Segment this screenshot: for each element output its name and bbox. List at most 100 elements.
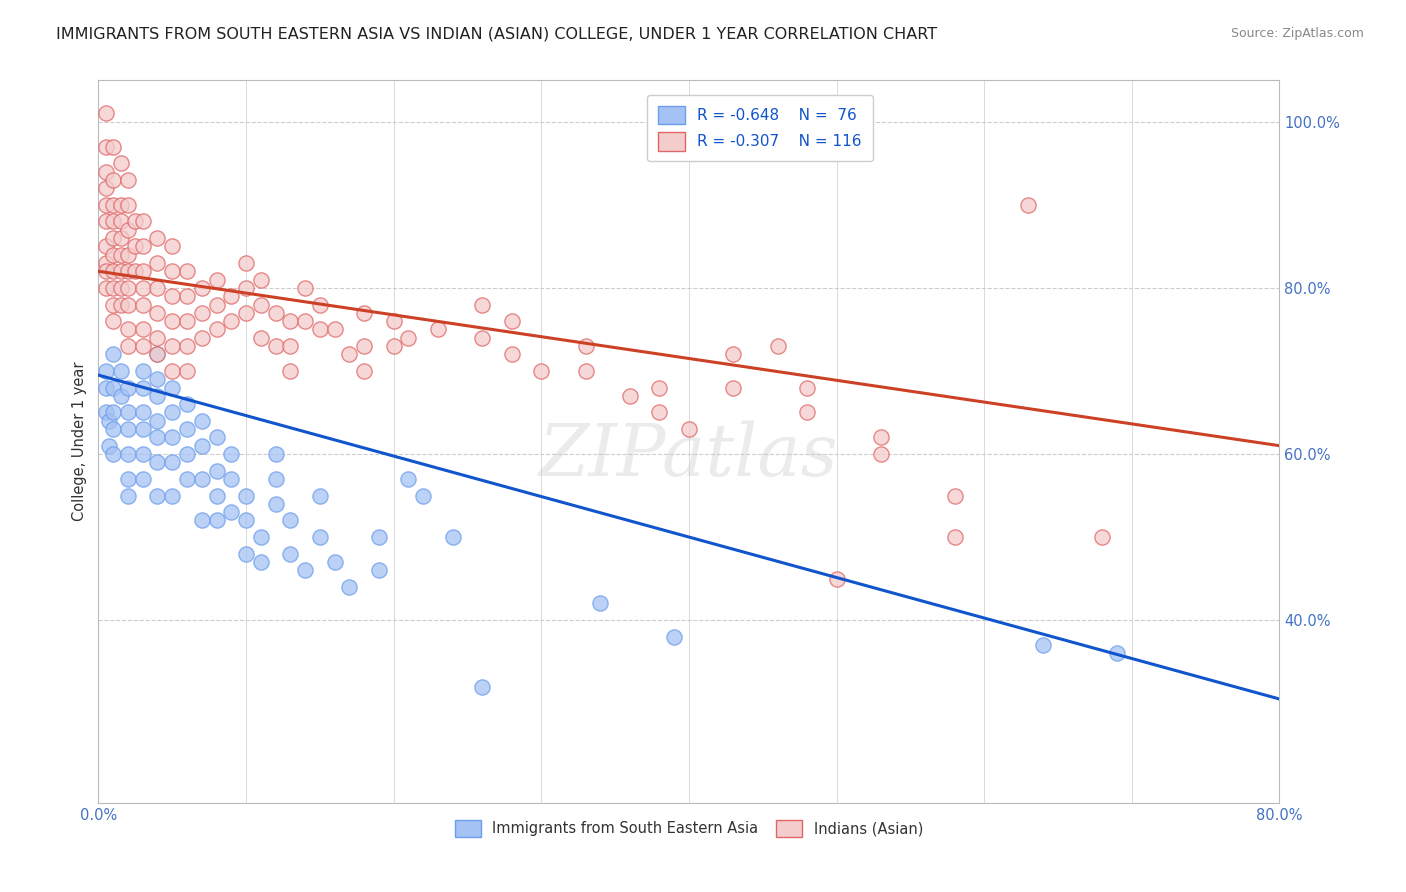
Point <box>589 597 612 611</box>
Point <box>124 214 146 228</box>
Point <box>176 397 198 411</box>
Point <box>723 380 745 394</box>
Point <box>575 339 598 353</box>
Point <box>124 264 146 278</box>
Point <box>110 214 132 228</box>
Point <box>162 455 183 469</box>
Point <box>471 297 494 311</box>
Point <box>103 139 125 153</box>
Point <box>103 231 125 245</box>
Point <box>97 414 120 428</box>
Point <box>94 214 117 228</box>
Point <box>575 364 598 378</box>
Point <box>441 530 464 544</box>
Point <box>191 513 214 527</box>
Point <box>176 447 198 461</box>
Point <box>368 530 391 544</box>
Point <box>191 414 214 428</box>
Point <box>117 223 139 237</box>
Point <box>110 297 132 311</box>
Point <box>103 447 125 461</box>
Point <box>176 472 198 486</box>
Point <box>132 380 155 394</box>
Point <box>1018 198 1040 212</box>
Point <box>339 347 361 361</box>
Point <box>103 214 125 228</box>
Point <box>648 380 671 394</box>
Point <box>323 555 346 569</box>
Point <box>398 331 420 345</box>
Point <box>162 489 183 503</box>
Point <box>103 405 125 419</box>
Point <box>648 405 671 419</box>
Point <box>412 489 434 503</box>
Point <box>162 380 183 394</box>
Point <box>146 389 169 403</box>
Point <box>664 630 686 644</box>
Point <box>264 472 287 486</box>
Point <box>162 289 183 303</box>
Point <box>162 239 183 253</box>
Point <box>235 489 257 503</box>
Point <box>280 547 302 561</box>
Point <box>264 497 287 511</box>
Point <box>94 198 117 212</box>
Point <box>94 380 117 394</box>
Point <box>280 513 302 527</box>
Point <box>117 322 139 336</box>
Point <box>205 322 228 336</box>
Point <box>250 331 273 345</box>
Point <box>339 580 361 594</box>
Y-axis label: College, Under 1 year: College, Under 1 year <box>72 362 87 521</box>
Point <box>176 264 198 278</box>
Point <box>471 680 494 694</box>
Point <box>132 405 155 419</box>
Point <box>678 422 700 436</box>
Point <box>94 139 117 153</box>
Point <box>103 281 125 295</box>
Point <box>146 306 169 320</box>
Point <box>264 447 287 461</box>
Point <box>132 264 155 278</box>
Point <box>110 231 132 245</box>
Point <box>117 422 139 436</box>
Point <box>117 405 139 419</box>
Point <box>191 472 214 486</box>
Point <box>94 181 117 195</box>
Point <box>94 239 117 253</box>
Point <box>124 239 146 253</box>
Point <box>103 422 125 436</box>
Point <box>146 430 169 444</box>
Point <box>205 297 228 311</box>
Point <box>427 322 450 336</box>
Point <box>162 339 183 353</box>
Point <box>221 505 243 519</box>
Point <box>146 372 169 386</box>
Point <box>176 289 198 303</box>
Point <box>162 405 183 419</box>
Point <box>103 347 125 361</box>
Point <box>221 472 243 486</box>
Point <box>117 248 139 262</box>
Point <box>309 322 332 336</box>
Point <box>94 256 117 270</box>
Point <box>825 572 848 586</box>
Point <box>501 347 523 361</box>
Point <box>132 364 155 378</box>
Legend: Immigrants from South Eastern Asia, Indians (Asian): Immigrants from South Eastern Asia, Indi… <box>446 811 932 847</box>
Point <box>766 339 789 353</box>
Point <box>382 339 405 353</box>
Point <box>117 297 139 311</box>
Text: IMMIGRANTS FROM SOUTH EASTERN ASIA VS INDIAN (ASIAN) COLLEGE, UNDER 1 YEAR CORRE: IMMIGRANTS FROM SOUTH EASTERN ASIA VS IN… <box>56 27 938 42</box>
Point <box>235 547 257 561</box>
Point <box>250 297 273 311</box>
Point <box>146 347 169 361</box>
Point <box>943 530 966 544</box>
Point <box>323 322 346 336</box>
Point <box>117 380 139 394</box>
Point <box>94 106 117 120</box>
Point <box>191 331 214 345</box>
Point <box>146 347 169 361</box>
Point <box>530 364 553 378</box>
Point <box>205 513 228 527</box>
